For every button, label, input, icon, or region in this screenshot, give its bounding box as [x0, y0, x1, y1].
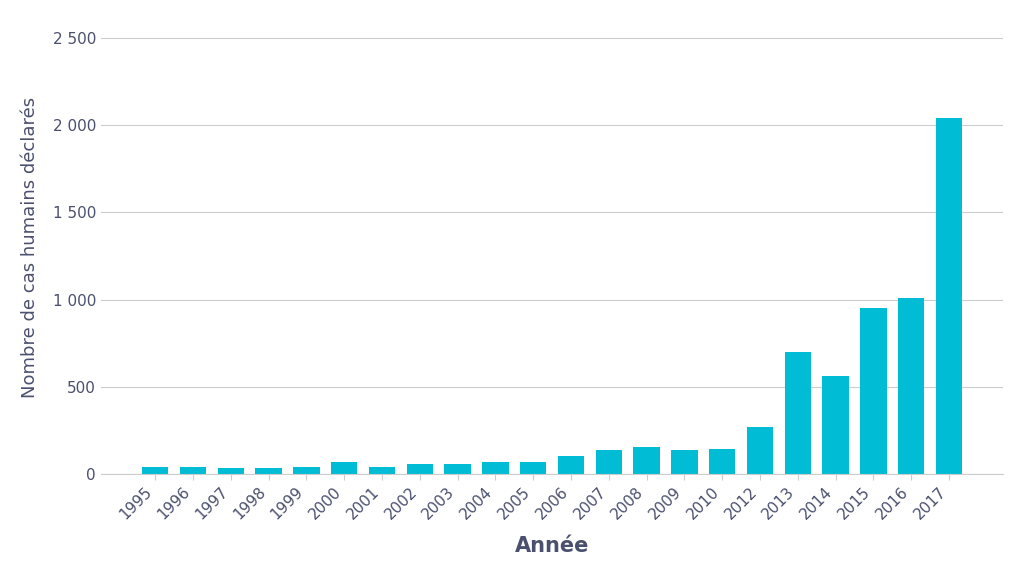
Bar: [936, 118, 963, 474]
Bar: [444, 464, 471, 474]
Bar: [558, 456, 584, 474]
Bar: [482, 462, 509, 474]
Bar: [746, 427, 773, 474]
Bar: [217, 468, 244, 474]
Bar: [633, 447, 659, 474]
Bar: [369, 467, 395, 474]
Bar: [407, 464, 433, 474]
X-axis label: Année: Année: [515, 536, 589, 556]
Bar: [596, 450, 622, 474]
Bar: [520, 462, 547, 474]
Bar: [255, 468, 282, 474]
Bar: [860, 308, 887, 474]
Bar: [822, 376, 849, 474]
Bar: [331, 462, 357, 474]
Bar: [671, 450, 697, 474]
Bar: [784, 352, 811, 474]
Bar: [180, 467, 206, 474]
Bar: [293, 467, 319, 474]
Y-axis label: Nombre de cas humains déclarés: Nombre de cas humains déclarés: [20, 97, 39, 398]
Bar: [142, 467, 168, 474]
Bar: [898, 298, 925, 474]
Bar: [709, 448, 735, 474]
